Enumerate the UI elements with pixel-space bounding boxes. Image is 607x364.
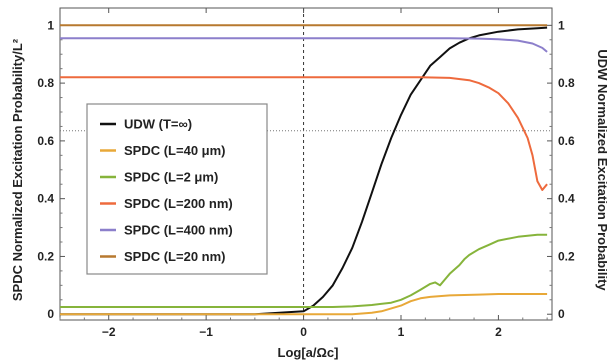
series-line-1 [60,293,548,316]
x-tick-label: 2 [495,325,502,339]
legend-label: SPDC (L=400 nm) [124,223,233,238]
y-tick-label-right: 1 [558,18,565,32]
y-tick-label-left: 1 [47,18,54,32]
series-line-3 [60,76,548,191]
series-lines [60,24,548,316]
series-line-4 [60,37,548,53]
series-line-2 [60,233,548,308]
y-tick-label-right: 0.8 [558,76,575,90]
y-tick-label-left: 0.8 [37,76,54,90]
y-tick-label-left: 0.6 [37,134,54,148]
legend-label: SPDC (L=2 μm) [124,170,218,185]
y-tick-label-left: 0 [47,307,54,321]
y-tick-label-left: 0.4 [37,192,54,206]
y-tick-label-right: 0.2 [558,249,575,263]
x-axis-ticks: −2 −1 0 1 2 [59,8,548,339]
x-tick-label: −2 [102,325,116,339]
legend: UDW (T=∞) SPDC (L=40 μm) SPDC (L=2 μm) SPDC… [86,103,268,275]
legend-label: SPDC (L=40 μm) [124,143,226,158]
y-axis-label-left: SPDC Normalized Excitation Probability/L… [10,38,25,301]
y-tick-label-right: 0.4 [558,192,575,206]
legend-label: SPDC (L=200 nm) [124,196,233,211]
y-tick-label-right: 0.6 [558,134,575,148]
x-tick-label: 1 [398,325,405,339]
legend-label: SPDC (L=20 nm) [124,249,226,264]
x-tick-label: 0 [300,325,307,339]
x-tick-label: −1 [199,325,213,339]
y-tick-label-left: 0.2 [37,249,54,263]
legend-label: UDW (T=∞) [124,117,192,132]
legend-box [86,103,268,275]
series-line-0 [60,26,548,316]
x-axis-label: Log[a/Ωc] [278,345,339,360]
y-tick-label-right: 0 [558,307,565,321]
y-axis-ticks: 0 0 0.2 0.2 0.4 0.4 0.6 0.6 0.8 0.8 1 1 [37,18,575,321]
plot-frame [59,7,553,321]
y-axis-label-right: UDW Normalized Excitation Probability [595,49,607,291]
